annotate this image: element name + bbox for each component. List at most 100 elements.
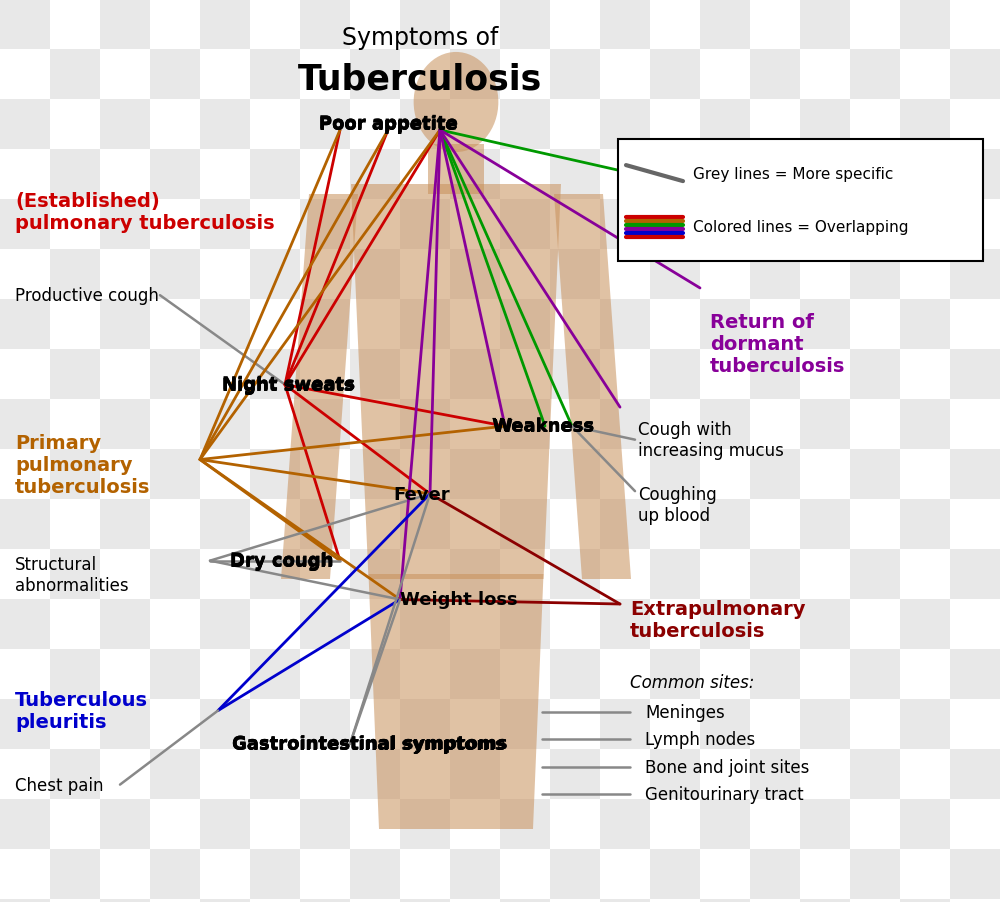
Bar — [850, 750, 900, 799]
Bar — [150, 500, 200, 549]
Bar — [600, 699, 650, 750]
Bar — [300, 150, 350, 199]
Bar — [650, 449, 700, 500]
Bar — [850, 899, 900, 902]
Bar — [100, 449, 150, 500]
Bar — [550, 150, 600, 199]
Bar — [0, 549, 50, 599]
Bar — [900, 449, 950, 500]
Bar — [400, 549, 450, 599]
Bar — [700, 199, 750, 250]
Bar — [250, 699, 300, 750]
Bar — [500, 50, 550, 100]
Bar — [700, 100, 750, 150]
Text: Gastrointestinal symptoms: Gastrointestinal symptoms — [232, 735, 506, 753]
Bar — [350, 750, 400, 799]
Text: Poor appetite: Poor appetite — [319, 115, 457, 133]
Bar — [50, 750, 100, 799]
Bar — [150, 649, 200, 699]
Bar — [450, 500, 500, 549]
Bar — [900, 199, 950, 250]
Bar — [650, 199, 700, 250]
Bar — [650, 350, 700, 400]
Bar — [200, 750, 250, 799]
Bar — [0, 899, 50, 902]
Bar — [0, 199, 50, 250]
Bar — [550, 549, 600, 599]
Bar — [450, 799, 500, 849]
Bar — [900, 500, 950, 549]
Bar — [50, 100, 100, 150]
Bar — [650, 899, 700, 902]
Bar — [950, 350, 1000, 400]
Bar — [400, 699, 450, 750]
Bar — [850, 50, 900, 100]
Bar — [50, 250, 100, 299]
Bar — [50, 549, 100, 599]
Bar — [600, 799, 650, 849]
Bar — [100, 500, 150, 549]
Bar — [300, 449, 350, 500]
Bar — [950, 400, 1000, 449]
Bar — [100, 649, 150, 699]
Bar — [950, 649, 1000, 699]
Bar — [350, 500, 400, 549]
Bar — [300, 699, 350, 750]
Bar — [650, 250, 700, 299]
Bar — [100, 699, 150, 750]
Bar — [550, 500, 600, 549]
Bar — [550, 750, 600, 799]
Bar — [850, 500, 900, 549]
Bar — [250, 449, 300, 500]
Bar — [50, 350, 100, 400]
Bar — [50, 299, 100, 350]
Bar — [750, 299, 800, 350]
Bar — [450, 199, 500, 250]
Bar — [750, 50, 800, 100]
Bar — [250, 500, 300, 549]
Bar — [950, 100, 1000, 150]
Bar — [600, 449, 650, 500]
Bar — [500, 100, 550, 150]
Bar — [900, 549, 950, 599]
Bar — [400, 250, 450, 299]
Bar — [500, 199, 550, 250]
Bar — [0, 599, 50, 649]
Bar — [300, 549, 350, 599]
Text: Poor appetite: Poor appetite — [319, 115, 457, 133]
Bar — [250, 100, 300, 150]
Bar — [50, 199, 100, 250]
Bar — [600, 849, 650, 899]
Bar — [50, 150, 100, 199]
Bar — [550, 799, 600, 849]
Bar — [0, 0, 50, 50]
Bar — [700, 899, 750, 902]
Bar — [400, 899, 450, 902]
Bar — [750, 549, 800, 599]
Bar — [350, 100, 400, 150]
Bar — [200, 50, 250, 100]
Bar — [900, 899, 950, 902]
Bar — [0, 500, 50, 549]
Bar — [150, 750, 200, 799]
Bar — [650, 0, 700, 50]
Bar — [200, 250, 250, 299]
Bar — [100, 350, 150, 400]
Text: Tuberculous
pleuritis: Tuberculous pleuritis — [15, 690, 148, 732]
Bar — [400, 50, 450, 100]
Text: Primary
pulmonary
tuberculosis: Primary pulmonary tuberculosis — [15, 434, 150, 497]
Bar — [50, 699, 100, 750]
Bar — [100, 799, 150, 849]
Bar — [350, 549, 400, 599]
Text: Genitourinary tract: Genitourinary tract — [645, 785, 804, 803]
Bar — [450, 849, 500, 899]
Bar — [0, 750, 50, 799]
Bar — [300, 799, 350, 849]
Bar — [950, 0, 1000, 50]
Bar — [200, 150, 250, 199]
Ellipse shape — [414, 53, 498, 152]
Bar — [750, 500, 800, 549]
Bar — [950, 799, 1000, 849]
Text: Poor appetite: Poor appetite — [319, 115, 457, 133]
Bar — [850, 549, 900, 599]
